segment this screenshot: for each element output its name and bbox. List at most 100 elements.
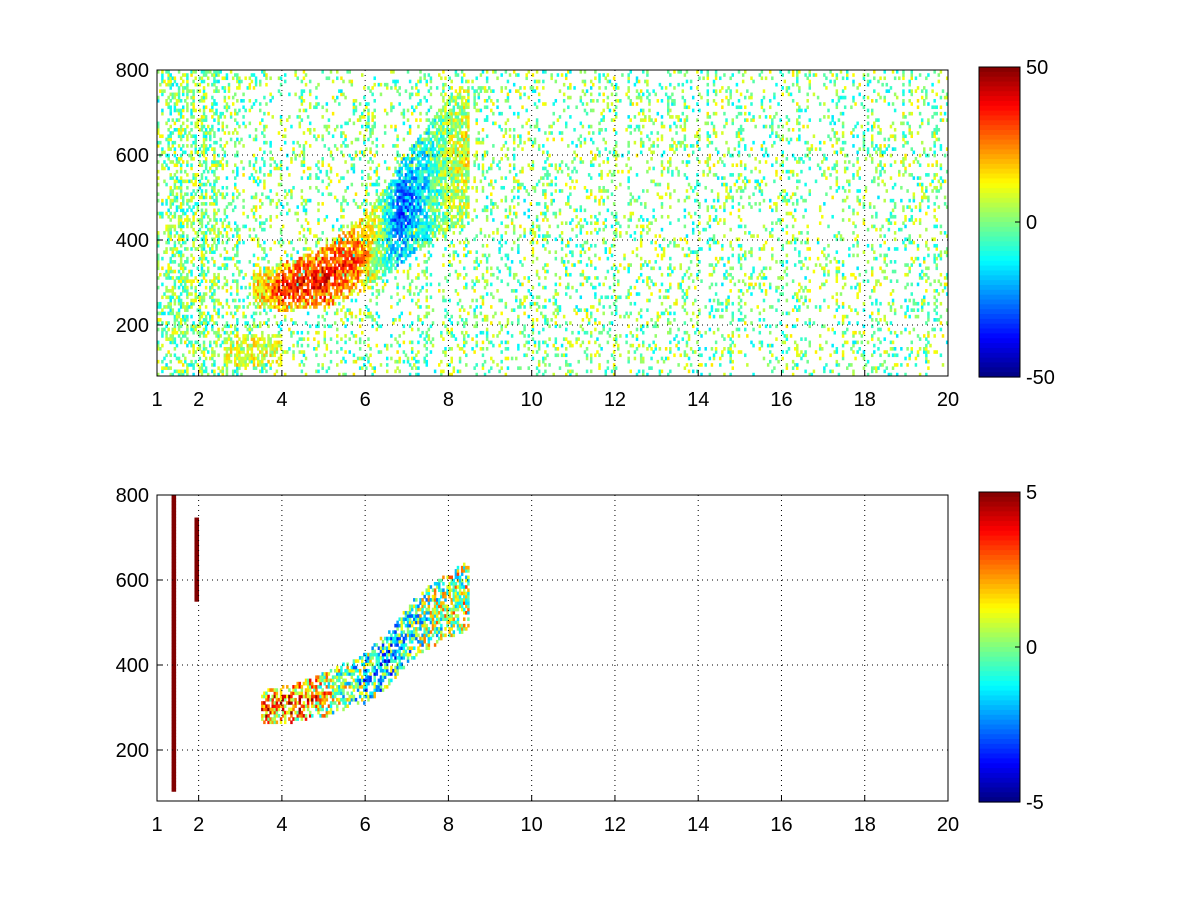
heatmap-cell (323, 256, 327, 261)
heatmap-cell (421, 179, 424, 184)
heatmap-cell (342, 224, 345, 229)
heatmap-cell (165, 285, 168, 290)
heatmap-cell (375, 282, 379, 287)
heatmap-cell (410, 86, 414, 90)
heatmap-cell (344, 324, 347, 329)
heatmap-cell (296, 140, 299, 145)
heatmap-cell (365, 366, 368, 370)
heatmap-cell (394, 79, 397, 84)
heatmap-cell (363, 363, 366, 367)
heatmap-cell (356, 269, 360, 274)
heatmap-cell (369, 211, 372, 216)
heatmap-cell (344, 350, 347, 354)
heatmap-cell (327, 192, 331, 197)
heatmap-cell (279, 266, 283, 271)
heatmap-cell (319, 250, 322, 254)
heatmap-cell (431, 343, 435, 348)
heatmap-cell (369, 250, 372, 254)
heatmap-cell (252, 289, 256, 293)
heatmap-cell (417, 237, 420, 242)
heatmap-cell (196, 340, 200, 345)
heatmap-cell (358, 250, 362, 254)
heatmap-cell (273, 160, 277, 164)
heatmap-cell (379, 256, 383, 261)
heatmap-cell (454, 179, 458, 184)
heatmap-cell (271, 269, 274, 274)
heatmap-cell (202, 134, 206, 139)
heatmap-cell (385, 198, 389, 203)
heatmap-cell (427, 176, 431, 180)
heatmap-cell (271, 156, 274, 161)
heatmap-cell (279, 231, 283, 235)
heatmap-cell (396, 202, 399, 206)
heatmap-cell (311, 260, 314, 264)
heatmap-cell (256, 176, 260, 180)
heatmap-cell (327, 124, 331, 129)
heatmap-cell (252, 295, 256, 300)
heatmap-cell (192, 279, 195, 283)
heatmap-cell (315, 330, 318, 335)
heatmap-cell (213, 305, 216, 309)
heatmap-cell (173, 340, 177, 345)
heatmap-cell (400, 240, 404, 245)
heatmap-cell (231, 369, 235, 374)
heatmap-cell (238, 76, 241, 81)
heatmap-cell (209, 127, 212, 132)
heatmap-cell (277, 240, 281, 245)
heatmap-cell (192, 173, 195, 177)
heatmap-cell (435, 179, 439, 184)
heatmap-cell (462, 144, 466, 148)
heatmap-cell (171, 337, 175, 341)
heatmap-cell (410, 198, 414, 203)
heatmap-cell (211, 105, 214, 110)
heatmap-cell (169, 231, 172, 235)
heatmap-cell (240, 343, 243, 348)
heatmap-cell (338, 247, 341, 251)
heatmap-cell (400, 231, 404, 235)
heatmap-cell (229, 111, 233, 116)
heatmap-cell (431, 150, 435, 155)
heatmap-cell (458, 195, 462, 200)
heatmap-cell (425, 266, 428, 271)
heatmap-cell (323, 250, 327, 254)
heatmap-cell (202, 269, 206, 274)
heatmap-cell (369, 231, 372, 235)
heatmap-cell (184, 211, 187, 216)
heatmap-cell (313, 337, 316, 341)
heatmap-cell (442, 221, 445, 226)
heatmap-cell (215, 108, 218, 113)
heatmap-cell (331, 256, 335, 261)
heatmap-cell (200, 121, 204, 126)
heatmap-cell (425, 289, 428, 293)
heatmap-cell (308, 256, 312, 261)
heatmap-cell (263, 308, 266, 312)
heatmap-cell (223, 98, 227, 103)
heatmap-cell (417, 124, 420, 129)
heatmap-cell (438, 214, 441, 219)
heatmap-cell (302, 253, 306, 258)
heatmap-cell (358, 224, 362, 229)
heatmap-cell (202, 369, 206, 374)
heatmap-cell (313, 298, 316, 303)
heatmap-cell (444, 163, 447, 168)
heatmap-cell (275, 214, 279, 219)
heatmap-cell (371, 253, 374, 258)
heatmap-cell (242, 337, 245, 341)
heatmap-cell (448, 205, 451, 209)
heatmap-cell (259, 276, 262, 280)
heatmap-cell (175, 92, 179, 97)
heatmap-cell (169, 211, 172, 216)
heatmap-cell (269, 295, 272, 300)
heatmap-cell (440, 131, 443, 135)
heatmap-cell (259, 121, 262, 126)
heatmap-cell (313, 285, 316, 290)
heatmap-cell (446, 224, 449, 229)
heatmap-cell (306, 330, 310, 335)
heatmap-cell (206, 266, 210, 271)
heatmap-cell (379, 243, 383, 248)
heatmap-cell (371, 263, 374, 267)
heatmap-cell (410, 247, 414, 251)
heatmap-cell (271, 347, 274, 351)
heatmap-cell (317, 343, 320, 348)
heatmap-cell (271, 334, 274, 338)
